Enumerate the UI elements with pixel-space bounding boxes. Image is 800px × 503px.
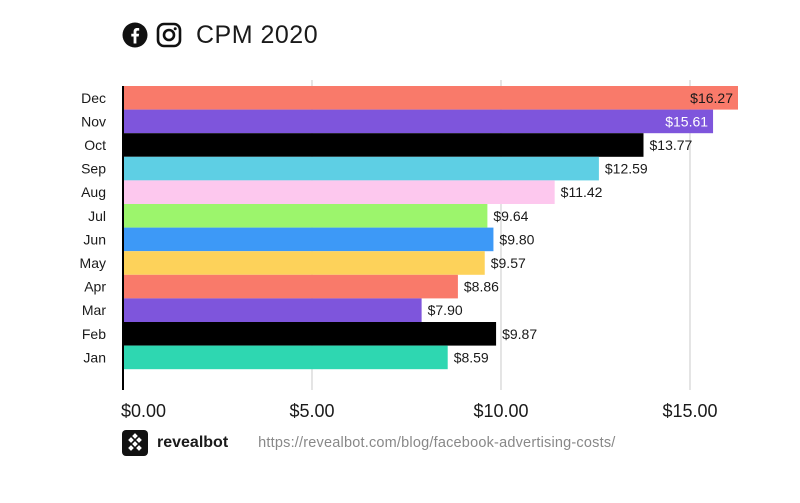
facebook-icon xyxy=(122,22,148,48)
source-url[interactable]: https://revealbot.com/blog/facebook-adve… xyxy=(258,435,616,451)
category-label: Oct xyxy=(84,137,106,153)
value-label: $16.27 xyxy=(690,90,733,106)
value-label: $11.42 xyxy=(561,184,603,200)
value-label: $9.64 xyxy=(493,208,528,224)
category-label: Aug xyxy=(81,184,106,200)
chart-title: CPM 2020 xyxy=(196,20,319,49)
category-label: Jun xyxy=(83,231,106,247)
bar xyxy=(123,204,488,228)
category-label: Jan xyxy=(83,349,106,365)
revealbot-logo-icon xyxy=(122,430,148,456)
value-label: $9.57 xyxy=(491,255,526,271)
x-tick-label: $5.00 xyxy=(289,401,334,421)
category-label: Mar xyxy=(82,302,106,318)
bar xyxy=(123,274,458,299)
category-label: Apr xyxy=(84,279,106,295)
value-label: $15.61 xyxy=(665,113,708,129)
value-label: $9.87 xyxy=(502,326,537,342)
bar xyxy=(123,180,555,204)
bar xyxy=(123,109,714,134)
value-label: $8.86 xyxy=(464,279,499,295)
bar xyxy=(123,86,738,110)
bar xyxy=(123,251,485,275)
bar xyxy=(123,322,497,346)
value-label: $12.59 xyxy=(605,161,648,177)
x-tick-label: $10.00 xyxy=(473,401,528,421)
instagram-icon xyxy=(156,22,182,48)
value-label: $13.77 xyxy=(650,137,693,153)
brand-name: revealbot xyxy=(157,434,229,451)
category-label: Feb xyxy=(82,326,106,342)
category-label: Sep xyxy=(81,161,106,177)
chart-header: CPM 2020 xyxy=(122,18,318,52)
bar xyxy=(123,156,599,181)
category-label: Nov xyxy=(81,113,106,129)
value-label: $8.59 xyxy=(454,349,489,365)
chart-footer: revealbot https://revealbot.com/blog/fac… xyxy=(122,428,616,458)
bar xyxy=(123,345,448,370)
bar xyxy=(123,298,422,322)
value-label: $7.90 xyxy=(428,302,463,318)
bar xyxy=(123,227,494,252)
category-label: Dec xyxy=(81,90,106,106)
x-tick-label: $0.00 xyxy=(121,401,166,421)
category-label: Jul xyxy=(88,208,106,224)
bar xyxy=(123,133,644,157)
x-tick-label: $15.00 xyxy=(662,401,717,421)
value-label: $9.80 xyxy=(499,231,534,247)
category-label: May xyxy=(80,255,106,271)
